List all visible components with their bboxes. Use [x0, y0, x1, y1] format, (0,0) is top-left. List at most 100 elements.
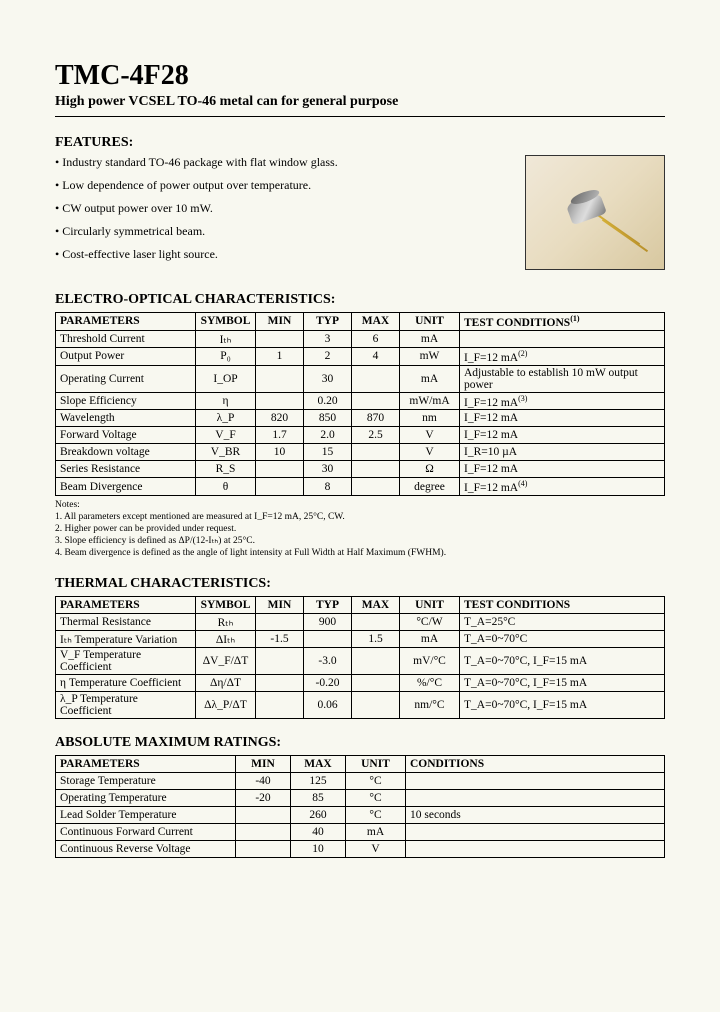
- cell-cond: T_A=0~70°C, I_F=15 mA: [460, 647, 665, 674]
- cell-param: Lead Solder Temperature: [56, 806, 236, 823]
- cell-unit: °C: [346, 772, 406, 789]
- cell-cond: T_A=25°C: [460, 613, 665, 630]
- cell-typ: -3.0: [304, 647, 352, 674]
- cell-symbol: V_BR: [196, 444, 256, 461]
- cell-cond: [406, 840, 665, 857]
- cell-cond: I_F=12 mA(4): [460, 478, 665, 496]
- product-photo: [525, 155, 665, 270]
- cell-typ: 3: [304, 330, 352, 347]
- cell-typ: 30: [304, 461, 352, 478]
- feature-item: Low dependence of power output over temp…: [55, 178, 510, 193]
- cell-unit: Ω: [400, 461, 460, 478]
- table-row: Wavelengthλ_P820850870nmI_F=12 mA: [56, 410, 665, 427]
- cell-max: [352, 392, 400, 410]
- col-min: MIN: [256, 596, 304, 613]
- cell-max: 260: [291, 806, 346, 823]
- cell-param: Continuous Forward Current: [56, 823, 236, 840]
- col-max: MAX: [291, 755, 346, 772]
- col-parameters: PARAMETERS: [56, 596, 196, 613]
- cell-unit: mA: [346, 823, 406, 840]
- cell-param: Wavelength: [56, 410, 196, 427]
- cell-param: Operating Temperature: [56, 789, 236, 806]
- cell-symbol: ΔV_F/ΔT: [196, 647, 256, 674]
- col-min: MIN: [256, 313, 304, 331]
- cell-min: [256, 691, 304, 718]
- cell-max: [352, 613, 400, 630]
- col-unit: UNIT: [400, 596, 460, 613]
- cell-param: Forward Voltage: [56, 427, 196, 444]
- cell-unit: mA: [400, 630, 460, 647]
- table-header-row: PARAMETERS SYMBOL MIN TYP MAX UNIT TEST …: [56, 313, 665, 331]
- cell-max: [352, 691, 400, 718]
- cell-max: [352, 365, 400, 392]
- col-parameters: PARAMETERS: [56, 755, 236, 772]
- table-row: η Temperature CoefficientΔη/ΔT-0.20%/°CT…: [56, 674, 665, 691]
- cell-typ: [304, 630, 352, 647]
- cell-cond: T_A=0~70°C, I_F=15 mA: [460, 691, 665, 718]
- cell-unit: mV/°C: [400, 647, 460, 674]
- cell-max: 85: [291, 789, 346, 806]
- table-row: Breakdown voltageV_BR1015VI_R=10 µA: [56, 444, 665, 461]
- eo-heading: ELECTRO-OPTICAL CHARACTERISTICS:: [55, 292, 665, 308]
- table-row: Forward VoltageV_F1.72.02.5VI_F=12 mA: [56, 427, 665, 444]
- col-min: MIN: [236, 755, 291, 772]
- cell-param: λ_P Temperature Coefficient: [56, 691, 196, 718]
- cell-max: 2.5: [352, 427, 400, 444]
- cell-max: 4: [352, 347, 400, 365]
- cell-min: 1.7: [256, 427, 304, 444]
- cell-unit: mA: [400, 365, 460, 392]
- cell-typ: 30: [304, 365, 352, 392]
- cell-max: 125: [291, 772, 346, 789]
- cell-cond: [406, 772, 665, 789]
- cell-max: [352, 461, 400, 478]
- cell-symbol: Δη/ΔT: [196, 674, 256, 691]
- cell-max: 10: [291, 840, 346, 857]
- table-row: Series ResistanceR_S30ΩI_F=12 mA: [56, 461, 665, 478]
- cell-symbol: η: [196, 392, 256, 410]
- component-lead-icon: [602, 219, 648, 252]
- cell-max: [352, 478, 400, 496]
- cell-max: [352, 647, 400, 674]
- cell-cond: I_F=12 mA: [460, 427, 665, 444]
- cell-symbol: λ_P: [196, 410, 256, 427]
- cell-typ: 0.06: [304, 691, 352, 718]
- cell-min: [256, 674, 304, 691]
- cell-unit: nm/°C: [400, 691, 460, 718]
- cell-symbol: I_OP: [196, 365, 256, 392]
- cell-param: Iₜₕ Temperature Variation: [56, 630, 196, 647]
- cell-param: η Temperature Coefficient: [56, 674, 196, 691]
- thermal-table: PARAMETERS SYMBOL MIN TYP MAX UNIT TEST …: [55, 596, 665, 719]
- cell-param: Beam Divergence: [56, 478, 196, 496]
- col-unit: UNIT: [400, 313, 460, 331]
- cell-cond: T_A=0~70°C, I_F=15 mA: [460, 674, 665, 691]
- cell-typ: 0.20: [304, 392, 352, 410]
- cell-max: 870: [352, 410, 400, 427]
- col-max: MAX: [352, 313, 400, 331]
- table-row: Slope Efficiencyη0.20mW/mAI_F=12 mA(3): [56, 392, 665, 410]
- table-row: Beam Divergenceθ8degreeI_F=12 mA(4): [56, 478, 665, 496]
- cell-min: -20: [236, 789, 291, 806]
- col-typ: TYP: [304, 313, 352, 331]
- cell-min: [256, 478, 304, 496]
- cell-param: Slope Efficiency: [56, 392, 196, 410]
- col-conditions: TEST CONDITIONS: [460, 596, 665, 613]
- cell-cond: [406, 823, 665, 840]
- cell-cond: [460, 330, 665, 347]
- cell-param: Breakdown voltage: [56, 444, 196, 461]
- cell-min: 820: [256, 410, 304, 427]
- cell-typ: 850: [304, 410, 352, 427]
- cell-cond: I_F=12 mA(2): [460, 347, 665, 365]
- cell-min: [236, 840, 291, 857]
- cell-param: Storage Temperature: [56, 772, 236, 789]
- col-conditions: TEST CONDITIONS(1): [460, 313, 665, 331]
- cell-min: [256, 461, 304, 478]
- cell-cond: I_F=12 mA(3): [460, 392, 665, 410]
- table-row: Lead Solder Temperature260°C10 seconds: [56, 806, 665, 823]
- cell-param: Output Power: [56, 347, 196, 365]
- cell-symbol: θ: [196, 478, 256, 496]
- col-symbol: SYMBOL: [196, 313, 256, 331]
- feature-item: CW output power over 10 mW.: [55, 201, 510, 216]
- cell-unit: mW: [400, 347, 460, 365]
- cell-unit: °C/W: [400, 613, 460, 630]
- cell-cond: Adjustable to establish 10 mW output pow…: [460, 365, 665, 392]
